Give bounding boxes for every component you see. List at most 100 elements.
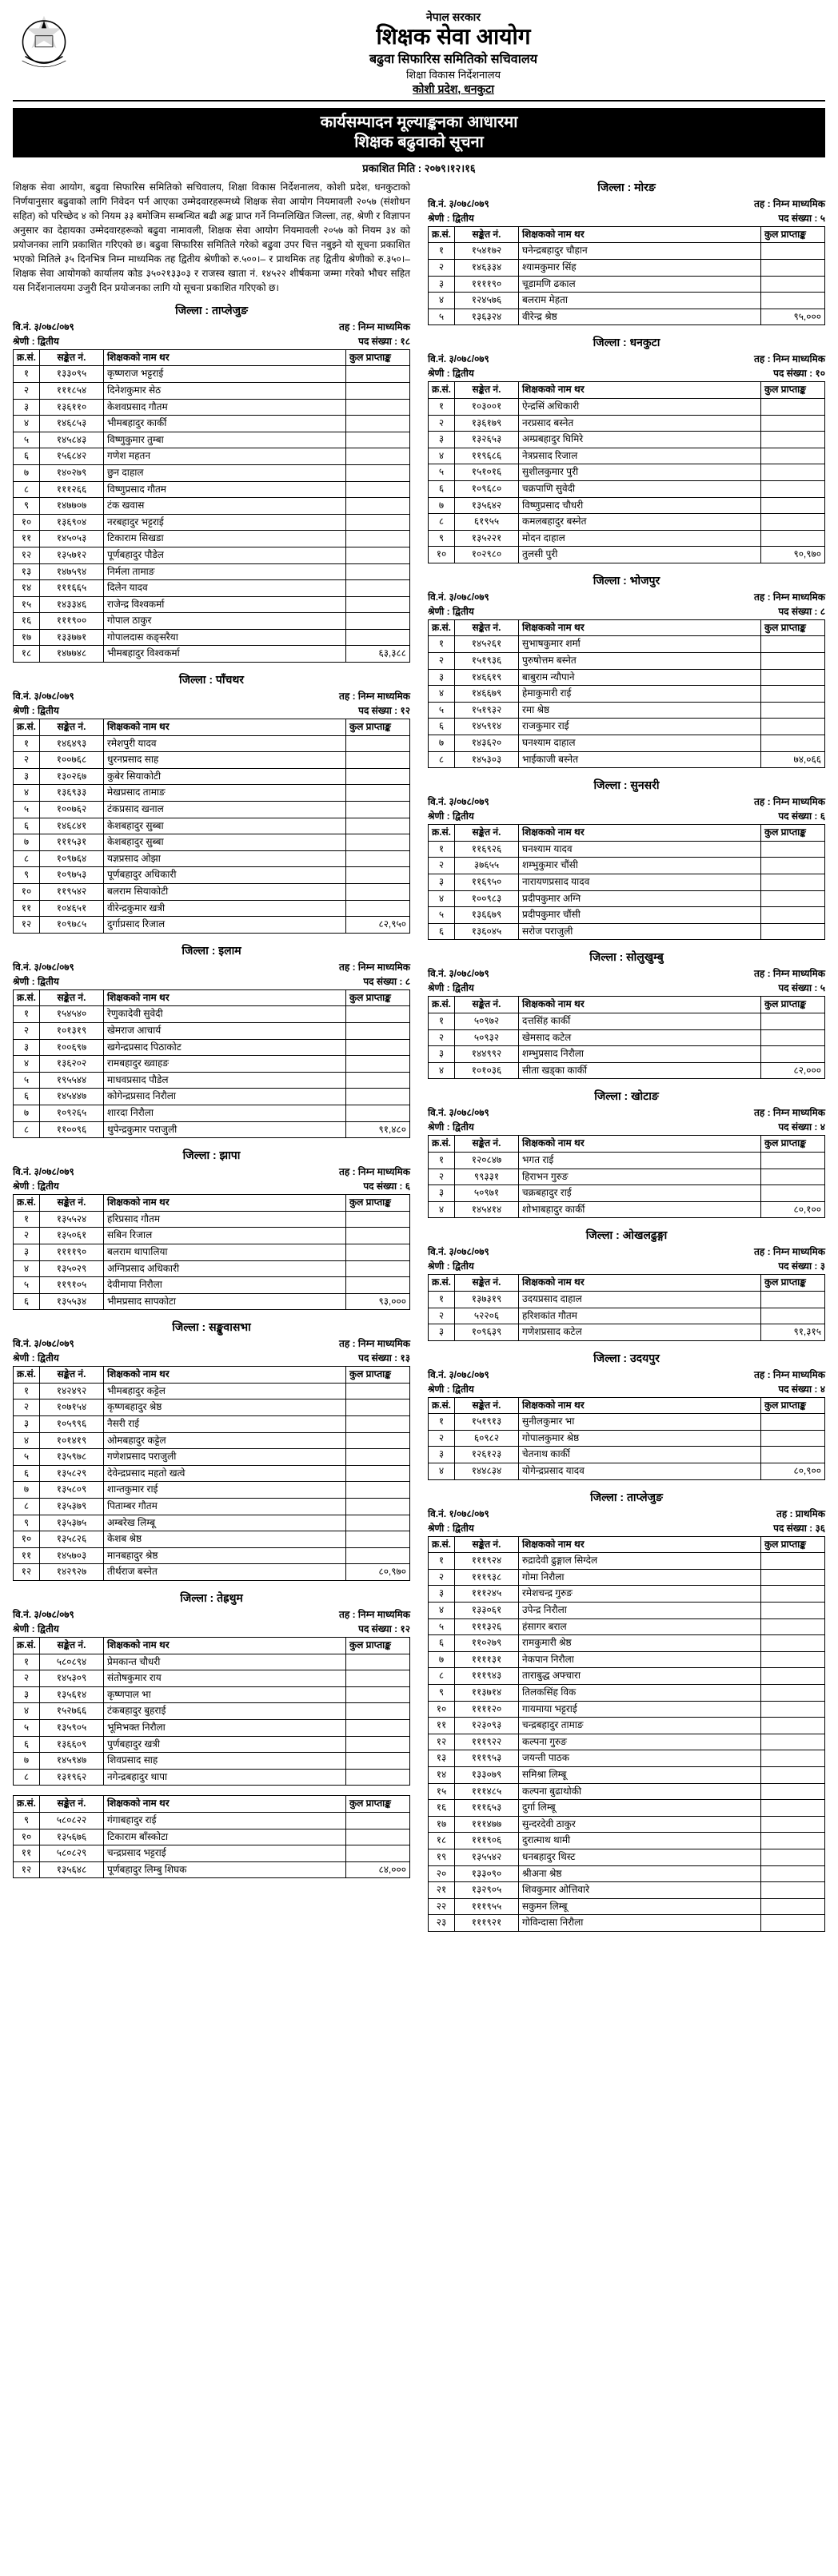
cell bbox=[346, 884, 410, 901]
district-block: जिल्ला : मोरङवि.नं. ३/०७८/०७९तह : निम्न … bbox=[428, 180, 825, 326]
cell bbox=[761, 1668, 825, 1685]
cell: टिकाराम बाँस्कोटा bbox=[104, 1829, 346, 1845]
table-row: ८६१९५५कमलबहादुर बस्नेत bbox=[429, 514, 825, 531]
vacancies: पद संख्या : १२ bbox=[358, 1622, 410, 1635]
cell: १४६८५३ bbox=[40, 416, 104, 432]
cell: ७ bbox=[14, 1105, 40, 1121]
cell: धनबहादुर थिस्ट bbox=[519, 1849, 761, 1865]
promotion-table: क्र.सं.सङ्केत नं.शिक्षकको नाम थरकुल प्रा… bbox=[428, 1536, 825, 1932]
vacancies: पद संख्या : ४ bbox=[778, 1382, 825, 1395]
level: तह : निम्न माध्यमिक bbox=[754, 966, 825, 980]
cell bbox=[761, 1029, 825, 1046]
district-heading: जिल्ला : सोलुखुम्बु bbox=[428, 950, 825, 965]
col-header: सङ्केत नं. bbox=[40, 1638, 104, 1654]
cell bbox=[761, 480, 825, 497]
cell bbox=[346, 1482, 410, 1499]
cell: १३३७७१ bbox=[40, 629, 104, 646]
cell: पूर्णबहादुर लिम्बु शिघक bbox=[104, 1861, 346, 1878]
cell: २ bbox=[429, 1308, 455, 1324]
cell: रामकुमारी श्रेष्ठ bbox=[519, 1635, 761, 1652]
cell bbox=[761, 1718, 825, 1734]
cell bbox=[346, 629, 410, 646]
cell: १४०२७९ bbox=[40, 464, 104, 481]
col-header: शिक्षकको नाम थर bbox=[104, 1796, 346, 1813]
table-row: ६१४५४४७कोगेन्द्रप्रसाद निरौला bbox=[14, 1089, 410, 1105]
table-row: ६१३५५३४भीमप्रसाद सापकोटा९३,००० bbox=[14, 1293, 410, 1310]
cell: १० bbox=[14, 514, 40, 531]
cell: ७ bbox=[14, 1753, 40, 1770]
cell: चन्द्रप्रसाद भट्टराई bbox=[104, 1845, 346, 1862]
promotion-table: क्र.सं.सङ्केत नं.शिक्षकको नाम थरकुल प्रा… bbox=[13, 989, 410, 1138]
cell: १५ bbox=[14, 596, 40, 613]
cell: ९१,४८० bbox=[346, 1121, 410, 1138]
cell bbox=[761, 923, 825, 940]
cell: छुन दाहाल bbox=[104, 464, 346, 481]
cell: गोपालदास कङ्सरैया bbox=[104, 629, 346, 646]
cell: ३ bbox=[14, 1039, 40, 1056]
cell: १११२४५ bbox=[455, 1586, 519, 1603]
cell bbox=[761, 719, 825, 735]
cell bbox=[761, 1603, 825, 1619]
cell: भीमप्रसाद सापकोटा bbox=[104, 1293, 346, 1310]
cell: ८ bbox=[429, 1668, 455, 1685]
table-row: ७१३५८०९शान्तकुमार राई bbox=[14, 1482, 410, 1499]
cell bbox=[346, 1736, 410, 1753]
cell bbox=[761, 1734, 825, 1750]
col-header: सङ्केत नं. bbox=[40, 1195, 104, 1212]
level: तह : निम्न माध्यमिक bbox=[339, 1607, 410, 1621]
cell bbox=[761, 636, 825, 653]
grade: श्रेणी : द्वितीय bbox=[428, 1259, 474, 1272]
table-row: ३१३५६१४कृष्णपाल भा bbox=[14, 1686, 410, 1703]
cell: १३५२२१ bbox=[455, 530, 519, 547]
col-header: शिक्षकको नाम थर bbox=[519, 1136, 761, 1153]
cell: ८२,९५० bbox=[346, 917, 410, 934]
table-row: १५८०८९४प्रेमकान्त चौधरी bbox=[14, 1654, 410, 1670]
cell: ३ bbox=[429, 1447, 455, 1463]
cell: १४५३०३ bbox=[455, 751, 519, 768]
cell: १११९०६ bbox=[455, 1833, 519, 1849]
cell: दिनेशकुमार सेठ bbox=[104, 382, 346, 399]
cell bbox=[761, 1152, 825, 1169]
table-row: ८१३५३७९पिताम्बर गौतम bbox=[14, 1499, 410, 1515]
cell: १४३६२० bbox=[455, 735, 519, 752]
table-row: १६१११९००गोपाल ठाकुर bbox=[14, 613, 410, 630]
cell: ९१,३१५ bbox=[761, 1324, 825, 1341]
cell: १५ bbox=[429, 1783, 455, 1800]
cell: १०९७५३ bbox=[40, 867, 104, 884]
cell: ताराबुद्ध अफ्चारा bbox=[519, 1668, 761, 1685]
cell: दुर्गा लिम्बू bbox=[519, 1800, 761, 1817]
cell bbox=[346, 1654, 410, 1670]
cell: पुर्णबहादुर खत्री bbox=[104, 1736, 346, 1753]
cell: नरप्रसाद बस्नेत bbox=[519, 415, 761, 432]
cell bbox=[346, 1277, 410, 1294]
cell: १४७७०७ bbox=[40, 498, 104, 515]
promotion-table: क्र.सं.सङ्केत नं.शिक्षकको नाम थरकुल प्रा… bbox=[13, 1366, 410, 1581]
cell: १३५५२४ bbox=[40, 1211, 104, 1228]
cell bbox=[346, 1547, 410, 1564]
col-header: सङ्केत नं. bbox=[40, 349, 104, 366]
cell: प्रदीपकुमार अग्नि bbox=[519, 890, 761, 907]
cell: केशवप्रसाद गौतम bbox=[104, 399, 346, 416]
cell: पिताम्बर गौतम bbox=[104, 1499, 346, 1515]
district-block: जिल्ला : खोटाङवि.नं. ३/०७८/०७९तह : निम्न… bbox=[428, 1089, 825, 1218]
vacancies: पद संख्या : ४ bbox=[778, 1120, 825, 1133]
district-block: जिल्ला : ताप्लेजुङवि.नं. ३/०७८/०७९तह : न… bbox=[13, 303, 410, 663]
cell: १११९५३ bbox=[455, 1750, 519, 1767]
cell: शान्तकुमार राई bbox=[104, 1482, 346, 1499]
table-row: ७१४५९४७शिवप्रसाद साह bbox=[14, 1753, 410, 1770]
table-row: ४१३६२०२रामबहादुर ख्वाहङ bbox=[14, 1056, 410, 1073]
col-header: शिक्षकको नाम थर bbox=[519, 1536, 761, 1553]
cell: १००९८३ bbox=[455, 890, 519, 907]
cell: १३०२६७ bbox=[40, 768, 104, 785]
table-row: ४११९६८६नेत्रप्रसाद रिजाल bbox=[429, 448, 825, 464]
cell: ५८०८२२ bbox=[40, 1812, 104, 1829]
cell bbox=[761, 530, 825, 547]
table-row: ३११११९०चूडामणि ढकाल bbox=[429, 276, 825, 293]
table-row: ४१३६९३३मेखप्रसाद तामाङ bbox=[14, 785, 410, 802]
table-row: २१११८५४दिनेशकुमार सेठ bbox=[14, 382, 410, 399]
cell: २ bbox=[429, 1430, 455, 1447]
cell: ५ bbox=[14, 1719, 40, 1736]
cell bbox=[761, 514, 825, 531]
cell bbox=[761, 1586, 825, 1603]
district-block: जिल्ला : तेह्रथुमवि.नं. ३/०७८/०७९तह : नि… bbox=[13, 1591, 410, 1786]
